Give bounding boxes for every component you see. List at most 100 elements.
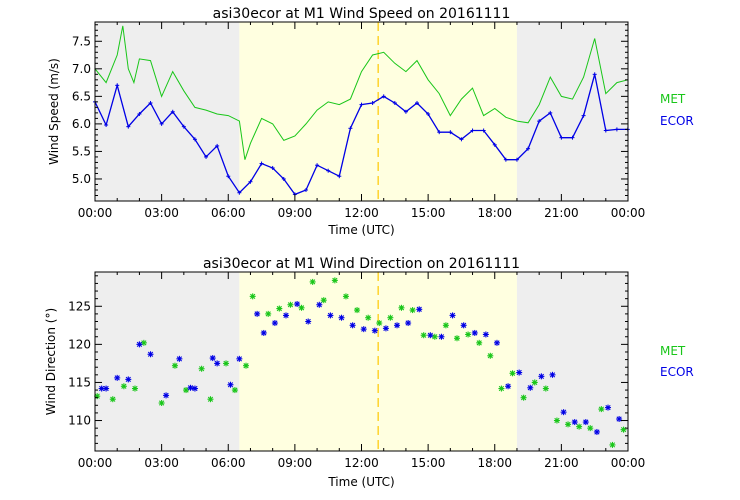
ecor-point bbox=[527, 384, 534, 391]
met-point bbox=[509, 370, 516, 377]
ecor-point bbox=[259, 161, 264, 166]
legend-met: MET bbox=[660, 92, 686, 106]
met-point bbox=[420, 332, 427, 339]
ecor-point bbox=[170, 109, 175, 114]
ecor-point bbox=[416, 306, 423, 313]
ecor-point bbox=[381, 94, 386, 99]
met-point bbox=[109, 396, 116, 403]
night-shading bbox=[516, 22, 628, 201]
ecor-point bbox=[493, 339, 500, 346]
ecor-point bbox=[187, 384, 194, 391]
ecor-point bbox=[403, 109, 408, 114]
ecor-point bbox=[349, 322, 356, 329]
met-point bbox=[231, 387, 238, 394]
x-tick-label: 06:00 bbox=[211, 456, 246, 470]
met-point bbox=[320, 297, 327, 304]
ecor-point bbox=[592, 72, 597, 77]
y-tick-label: 7.0 bbox=[72, 62, 91, 76]
ecor-point bbox=[209, 355, 216, 362]
met-point bbox=[131, 385, 138, 392]
y-axis-label: Wind Speed (m/s) bbox=[47, 58, 61, 165]
ecor-point bbox=[282, 312, 289, 319]
ecor-point bbox=[148, 100, 153, 105]
ecor-point bbox=[316, 301, 323, 308]
met-point bbox=[620, 426, 627, 433]
x-tick-label: 09:00 bbox=[278, 456, 313, 470]
ecor-point bbox=[470, 128, 475, 133]
met-point bbox=[376, 320, 383, 327]
x-tick-label: 00:00 bbox=[611, 456, 646, 470]
met-point bbox=[298, 304, 305, 311]
ecor-point bbox=[125, 376, 132, 383]
met-point bbox=[287, 301, 294, 308]
ecor-point bbox=[559, 135, 564, 140]
x-tick-label: 21:00 bbox=[544, 456, 579, 470]
ecor-point bbox=[326, 168, 331, 173]
ecor-point bbox=[394, 322, 401, 329]
ecor-point bbox=[415, 100, 420, 105]
ecor-point bbox=[482, 331, 489, 338]
met-point bbox=[453, 335, 460, 342]
ecor-point bbox=[614, 127, 619, 132]
ecor-point bbox=[214, 360, 221, 367]
ecor-point bbox=[460, 322, 467, 329]
ecor-point bbox=[549, 371, 556, 378]
y-tick-label: 120 bbox=[68, 337, 91, 351]
x-tick-label: 03:00 bbox=[144, 206, 179, 220]
ecor-point bbox=[459, 137, 464, 142]
ecor-point bbox=[159, 121, 164, 126]
ecor-point bbox=[281, 176, 286, 181]
ecor-point bbox=[481, 128, 486, 133]
ecor-point bbox=[337, 174, 342, 179]
x-tick-label: 00:00 bbox=[611, 206, 646, 220]
ecor-point bbox=[427, 332, 434, 339]
ecor-point bbox=[582, 419, 589, 426]
ecor-point bbox=[359, 102, 364, 107]
ecor-point bbox=[260, 329, 267, 336]
wind-speed-chart: 00:00 03:00 06:00 09:00 12:00 15:00 18:00 21:00… bbox=[47, 6, 694, 237]
ecor-point bbox=[382, 325, 389, 332]
ecor-point bbox=[560, 409, 567, 416]
y-axis-label: Wind Direction (°) bbox=[44, 308, 58, 415]
chart-title: asi30ecor at M1 Wind Speed on 20161111 bbox=[213, 6, 511, 22]
met-point bbox=[120, 383, 127, 390]
ecor-point bbox=[570, 135, 575, 140]
ecor-point bbox=[254, 310, 261, 317]
met-point bbox=[565, 421, 572, 428]
ecor-point bbox=[136, 341, 143, 348]
ecor-point bbox=[503, 157, 508, 162]
y-tick-label: 5.5 bbox=[72, 144, 91, 158]
met-point bbox=[465, 331, 472, 338]
x-tick-label: 00:00 bbox=[78, 456, 113, 470]
x-tick-label: 21:00 bbox=[544, 206, 579, 220]
met-series-line bbox=[94, 25, 628, 160]
met-point bbox=[183, 387, 190, 394]
ecor-point bbox=[303, 187, 308, 192]
met-point bbox=[520, 394, 527, 401]
night-shading bbox=[95, 272, 240, 451]
met-point bbox=[249, 293, 256, 300]
ecor-point bbox=[492, 142, 497, 147]
ecor-point bbox=[360, 326, 367, 333]
met-point bbox=[498, 385, 505, 392]
met-point bbox=[265, 310, 272, 317]
ecor-point bbox=[327, 312, 334, 319]
legend-ecor: ECOR bbox=[660, 114, 694, 128]
ecor-point bbox=[605, 404, 612, 411]
ecor-point bbox=[370, 100, 375, 105]
ecor-point bbox=[103, 385, 110, 392]
met-point bbox=[387, 314, 394, 321]
met-point bbox=[342, 293, 349, 300]
ecor-point bbox=[438, 333, 445, 340]
ecor-point bbox=[548, 110, 553, 115]
ecor-point bbox=[616, 416, 623, 423]
ecor-point bbox=[581, 113, 586, 118]
y-tick-label: 5.0 bbox=[72, 172, 91, 186]
y-tick-label: 6.5 bbox=[72, 89, 91, 103]
night-shading bbox=[95, 22, 240, 201]
ecor-point bbox=[215, 143, 220, 148]
x-tick-label: 18:00 bbox=[477, 456, 512, 470]
ecor-point bbox=[471, 329, 478, 336]
met-point bbox=[398, 304, 405, 311]
ecor-point bbox=[227, 381, 234, 388]
